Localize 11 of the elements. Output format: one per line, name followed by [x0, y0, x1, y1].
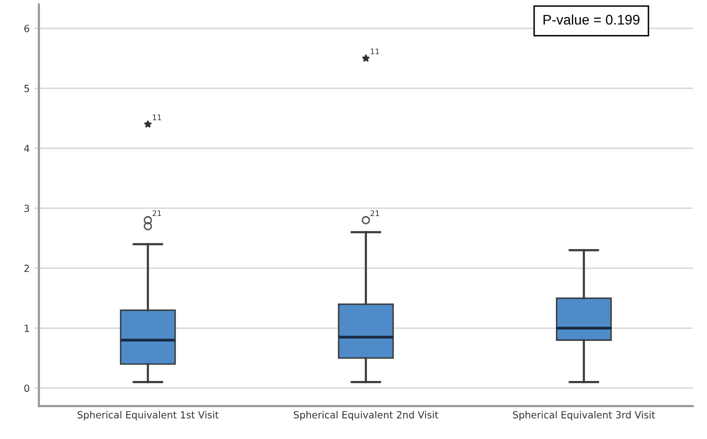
x-tick-label: Spherical Equivalent 3rd Visit	[513, 410, 656, 420]
y-tick-label: 6	[24, 24, 30, 32]
y-tick-label: 2	[24, 264, 29, 272]
y-tick-label: 5	[24, 84, 30, 92]
y-tick-label: 3	[24, 204, 30, 212]
y-tick-label: 4	[24, 144, 30, 152]
y-tick-label: 0	[24, 384, 30, 392]
x-tick-label: Spherical Equivalent 1st Visit	[78, 410, 219, 420]
annotation: P-value = 0.199	[544, 14, 640, 25]
x-tick-label: Spherical Equivalent 2nd Visit	[294, 410, 438, 420]
y-tick-label: 1	[24, 324, 29, 332]
